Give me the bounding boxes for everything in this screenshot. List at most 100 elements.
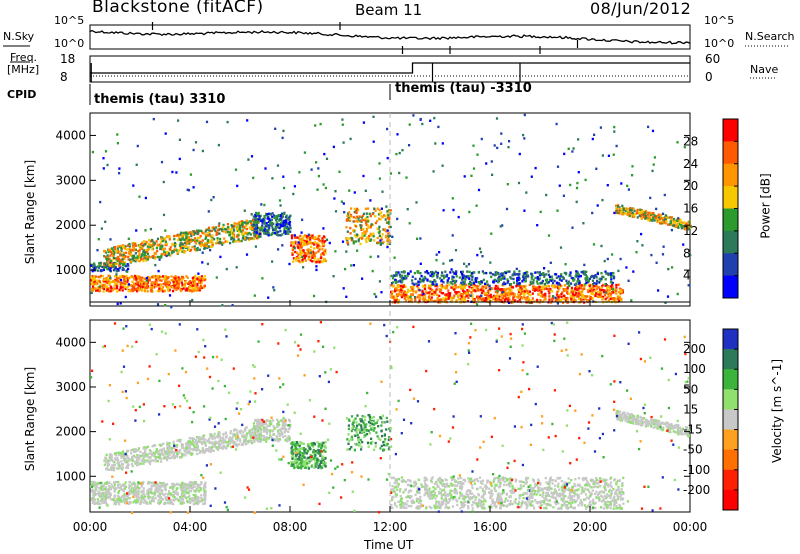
power-point: [551, 295, 555, 298]
power-point: [460, 295, 463, 298]
power-point: [518, 284, 521, 288]
velocity-point: [190, 484, 193, 488]
power-point: [155, 285, 158, 288]
power-point: [109, 269, 112, 272]
power-point: [132, 246, 135, 249]
power-point: [636, 216, 639, 219]
power-point: [381, 233, 384, 236]
power-point: [317, 174, 320, 178]
velocity-point: [157, 494, 160, 497]
velocity-point: [216, 447, 220, 451]
velocity-point: [129, 458, 132, 461]
power-point: [562, 288, 565, 291]
power-point: [592, 275, 595, 278]
power-point: [629, 212, 632, 216]
power-point: [685, 225, 688, 228]
velocity-point: [117, 486, 120, 489]
power-point: [153, 283, 156, 286]
power-point: [257, 226, 260, 229]
velocity-point: [109, 487, 112, 491]
power-point: [152, 254, 155, 258]
power-point: [461, 277, 465, 280]
power-point: [625, 266, 628, 269]
power-point: [253, 220, 256, 224]
power-point: [561, 291, 564, 294]
power-point: [654, 216, 657, 220]
power-point: [466, 289, 469, 292]
power-point: [136, 283, 139, 286]
velocity-point: [101, 500, 104, 503]
velocity-point: [180, 502, 184, 505]
power-point: [192, 238, 195, 242]
power-point: [198, 287, 201, 290]
power-point: [429, 286, 432, 289]
power-point: [509, 276, 512, 279]
power-point: [471, 293, 474, 296]
power-point: [603, 289, 606, 292]
power-point: [462, 280, 465, 283]
power-point: [283, 231, 286, 234]
velocity-point: [210, 441, 213, 445]
power-point: [364, 221, 368, 225]
power-point: [676, 292, 679, 296]
power-point: [409, 289, 412, 292]
velocity-point: [202, 502, 205, 506]
power-point: [103, 285, 106, 288]
freq-label: Freq.: [10, 51, 38, 64]
power-point: [404, 299, 407, 302]
velocity-point: [145, 492, 148, 495]
power-point: [484, 282, 487, 285]
power-point: [540, 288, 543, 292]
power-point: [380, 214, 383, 218]
power-point: [591, 290, 594, 293]
power-point: [530, 275, 533, 278]
velocity-point: [126, 466, 129, 470]
power-point: [540, 286, 543, 290]
power-point: [133, 254, 136, 257]
power-point: [394, 278, 397, 282]
power-point: [127, 283, 130, 286]
power-point: [549, 287, 552, 291]
power-point: [536, 277, 539, 280]
velocity-point: [107, 496, 110, 500]
power-point: [543, 283, 546, 286]
power-point: [216, 232, 219, 235]
velocity-point: [171, 455, 174, 458]
velocity-point: [107, 485, 111, 488]
power-point: [199, 279, 202, 283]
velocity-point: [184, 489, 187, 492]
velocity-point: [158, 481, 161, 485]
power-point: [374, 215, 377, 218]
power-point: [429, 287, 432, 291]
power-point: [276, 234, 279, 237]
velocity-point: [134, 456, 137, 459]
velocity-point: [229, 441, 232, 444]
power-point: [403, 277, 406, 281]
power-point: [187, 248, 190, 251]
power-point: [447, 292, 450, 295]
velocity-point: [156, 456, 159, 459]
power-point: [194, 240, 197, 243]
power-point: [606, 296, 609, 299]
power-point: [404, 292, 407, 295]
power-point: [307, 248, 310, 251]
power-point: [369, 234, 372, 238]
power-point: [298, 238, 301, 241]
power-point: [269, 221, 272, 224]
power-point: [485, 162, 488, 165]
power-point: [539, 295, 542, 298]
power-point: [154, 274, 157, 278]
power-point: [679, 218, 682, 221]
power-point: [401, 149, 404, 152]
velocity-point: [134, 488, 137, 492]
power-point: [499, 278, 502, 281]
power-point: [521, 290, 524, 294]
power-point: [296, 236, 299, 239]
power-point: [461, 270, 464, 273]
power-point: [446, 279, 449, 282]
power-point: [573, 293, 576, 297]
power-point: [498, 300, 501, 303]
velocity-point: [120, 485, 123, 489]
power-point: [311, 256, 314, 259]
power-point: [273, 216, 276, 220]
